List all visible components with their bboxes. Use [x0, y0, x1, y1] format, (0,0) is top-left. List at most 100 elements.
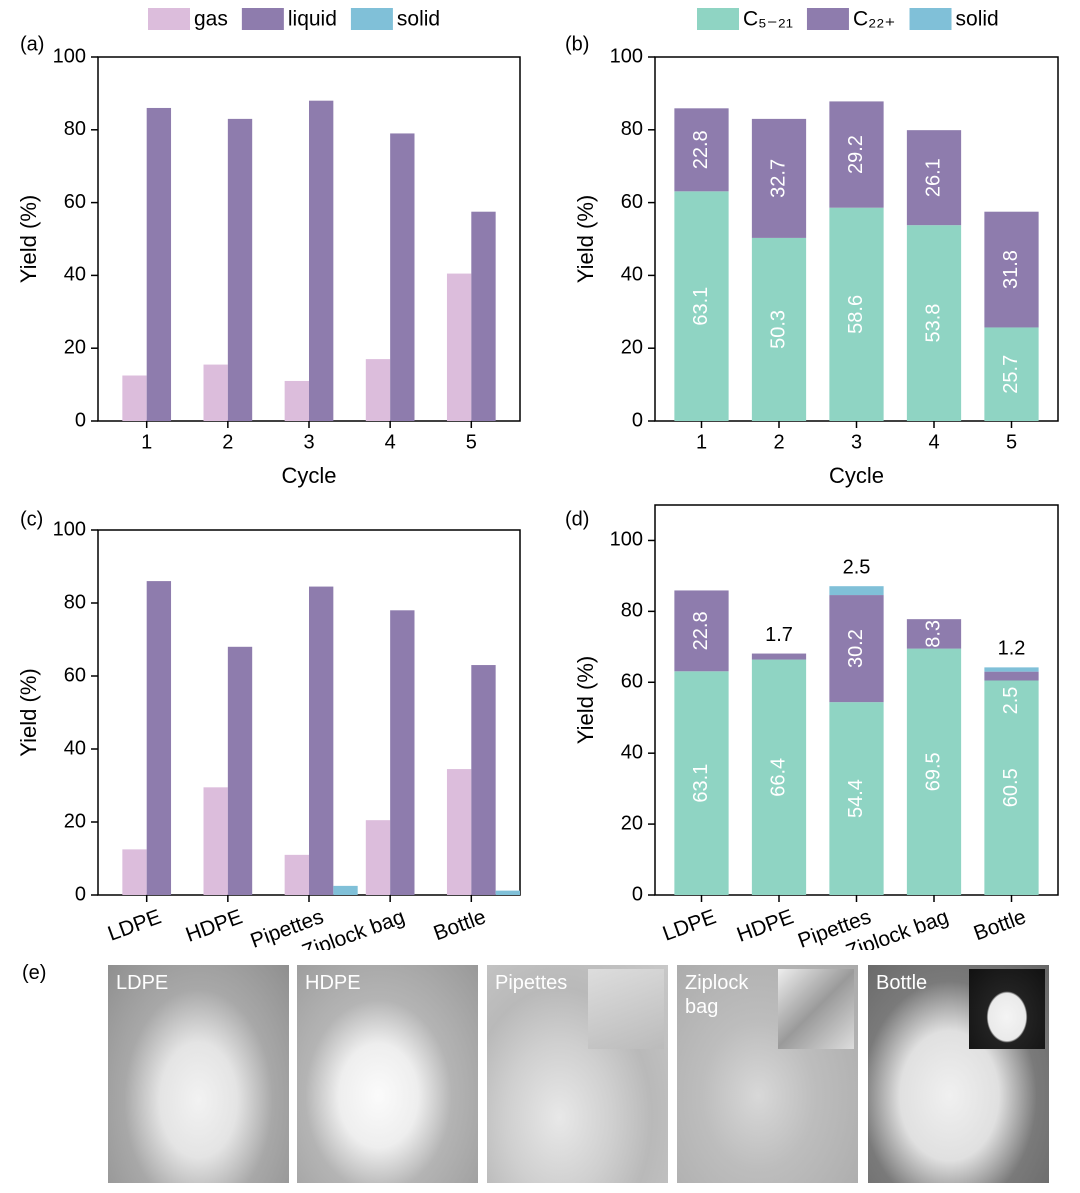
- bar: [227, 646, 253, 895]
- data-label: 29.2: [845, 135, 867, 174]
- legend-swatch: [806, 8, 849, 30]
- data-label: 1.7: [765, 624, 793, 646]
- x-tick-label: 2: [773, 431, 784, 453]
- y-tick-label: 0: [632, 883, 643, 905]
- y-tick-label: 20: [64, 336, 86, 358]
- bar: [495, 890, 520, 895]
- bar-segment: [829, 586, 884, 596]
- y-tick-label: 40: [621, 264, 643, 286]
- x-axis-label: Cycle: [829, 463, 884, 488]
- legend-swatch: [909, 8, 952, 30]
- bar: [284, 380, 309, 421]
- x-tick-label: 1: [696, 431, 707, 453]
- photo-label: Ziplock bag: [685, 972, 749, 1018]
- legend-label: gas: [194, 8, 228, 31]
- data-label: 69.5: [922, 752, 944, 791]
- x-axis-label: Cycle: [281, 463, 336, 488]
- y-tick-label: 80: [64, 591, 86, 613]
- bar: [365, 359, 391, 421]
- data-label: 22.8: [690, 130, 712, 169]
- y-axis-label: Yield (%): [16, 195, 41, 283]
- legend-swatch: [148, 8, 190, 30]
- x-tick-label: HDPE: [183, 905, 246, 947]
- y-tick-label: 0: [75, 409, 86, 431]
- panel-label: (b): [565, 33, 589, 55]
- photo: Ziplock bag: [677, 965, 858, 1183]
- bar: [390, 610, 415, 895]
- data-label: 54.4: [845, 779, 867, 818]
- photo: HDPE: [297, 965, 478, 1183]
- photo-inset: [588, 969, 664, 1049]
- bar: [227, 118, 253, 421]
- legend-label: solid: [956, 8, 999, 31]
- y-tick-label: 80: [621, 600, 643, 622]
- data-label: 60.5: [1000, 768, 1022, 807]
- y-tick-label: 0: [75, 883, 86, 905]
- bar-segment: [751, 237, 807, 421]
- bar: [471, 211, 496, 421]
- bar-segment: [829, 595, 884, 703]
- x-tick-label: 5: [466, 431, 477, 453]
- bar: [203, 787, 228, 895]
- x-tick-label: LDPE: [660, 905, 719, 945]
- photo: LDPE: [108, 965, 289, 1183]
- panel-label: (a): [20, 33, 44, 55]
- bar-segment: [906, 619, 962, 649]
- legend-swatch: [697, 8, 739, 30]
- bar: [122, 849, 147, 895]
- data-label: 66.4: [767, 758, 789, 797]
- bar-segment: [674, 671, 729, 895]
- bar: [309, 586, 334, 895]
- data-label: 26.1: [922, 158, 944, 197]
- bar-segment: [984, 671, 1039, 681]
- data-label: 63.1: [690, 764, 712, 803]
- x-tick-label: 5: [1006, 431, 1017, 453]
- bar: [309, 100, 334, 422]
- bar-segment: [751, 653, 807, 660]
- data-label: 22.8: [690, 611, 712, 650]
- panel-label: (c): [20, 508, 43, 530]
- y-tick-label: 100: [53, 45, 86, 67]
- bar: [446, 769, 472, 895]
- legend-label: C₂₂₊: [853, 8, 896, 31]
- bar: [146, 581, 172, 895]
- bar: [284, 854, 309, 895]
- data-label: 53.8: [922, 304, 944, 343]
- photo-label: Bottle: [876, 972, 928, 994]
- legend-label: solid: [397, 8, 440, 31]
- bar: [203, 364, 228, 421]
- data-label: 58.6: [845, 295, 867, 334]
- y-tick-label: 60: [64, 191, 86, 213]
- panel-label: (e): [22, 962, 47, 984]
- y-tick-label: 100: [610, 529, 643, 551]
- x-tick-label: 4: [385, 431, 396, 453]
- bar-segment: [674, 191, 729, 421]
- x-tick-label: Bottle: [431, 905, 489, 945]
- bar-segment: [984, 667, 1039, 672]
- legend-swatch: [241, 8, 284, 30]
- bar: [122, 375, 147, 421]
- bar: [390, 133, 415, 421]
- legend-swatch: [350, 8, 393, 30]
- bar-segment: [674, 108, 729, 192]
- legend-label: liquid: [288, 8, 337, 31]
- data-label: 32.7: [767, 159, 789, 198]
- data-label: 50.3: [767, 310, 789, 349]
- y-tick-label: 100: [53, 518, 86, 540]
- data-label: 2.5: [1000, 687, 1022, 715]
- x-tick-label: 2: [222, 431, 233, 453]
- bar-segment: [751, 659, 807, 895]
- bar-segment: [829, 101, 884, 208]
- photo-label: HDPE: [305, 972, 361, 994]
- y-tick-label: 40: [621, 741, 643, 763]
- y-tick-label: 20: [621, 336, 643, 358]
- bar-segment: [751, 118, 807, 238]
- y-tick-label: 100: [610, 45, 643, 67]
- data-label: 8.3: [922, 620, 944, 648]
- x-tick-label: LDPE: [105, 905, 164, 945]
- data-label: 1.2: [998, 638, 1026, 660]
- y-axis-label: Yield (%): [16, 668, 41, 756]
- data-label: 31.8: [1000, 250, 1022, 289]
- bar-segment: [674, 590, 729, 672]
